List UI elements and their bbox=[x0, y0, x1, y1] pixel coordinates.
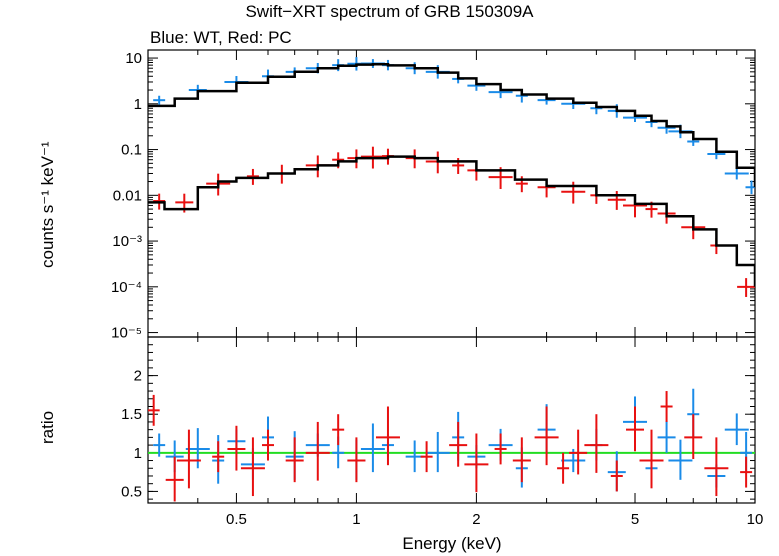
y-tick-label: 0.01 bbox=[113, 187, 142, 204]
data-point bbox=[332, 414, 345, 446]
data-point bbox=[464, 433, 489, 493]
data-point bbox=[494, 433, 507, 465]
data-point bbox=[724, 413, 749, 446]
y-tick-label: 10 bbox=[125, 50, 142, 67]
model-step-line bbox=[148, 155, 755, 287]
chart-subtitle: Blue: WT, Red: PC bbox=[150, 28, 292, 47]
x-tick-label: 1 bbox=[352, 511, 360, 528]
data-point bbox=[639, 429, 664, 489]
data-point bbox=[425, 431, 450, 473]
data-point bbox=[534, 406, 559, 466]
chart-title: Swift−XRT spectrum of GRB 150309A bbox=[245, 2, 534, 21]
data-point bbox=[227, 425, 246, 471]
data-point bbox=[737, 278, 755, 297]
data-point bbox=[668, 439, 693, 480]
data-point bbox=[626, 406, 645, 452]
spectrum-panel: 10 1 0.1 0.01 10⁻³ 10⁻⁴ 10⁻⁵ bbox=[111, 49, 756, 342]
x-tick-label: 5 bbox=[631, 511, 639, 528]
x-tick-label: 2 bbox=[472, 511, 480, 528]
data-point bbox=[449, 421, 468, 467]
y-tick-label: 10⁻³ bbox=[112, 233, 142, 250]
y-tick-label: 0.1 bbox=[121, 142, 142, 159]
data-point bbox=[584, 414, 609, 473]
data-point bbox=[176, 429, 201, 489]
data-point bbox=[240, 437, 265, 497]
data-point bbox=[153, 95, 166, 105]
y-tick-label: 2 bbox=[134, 368, 142, 385]
data-point bbox=[285, 437, 304, 483]
data-point bbox=[261, 429, 274, 461]
y-tick-label: 1.5 bbox=[121, 406, 142, 423]
y-axis-label-bottom: ratio bbox=[38, 410, 57, 444]
ratio-panel: 0.5 1 2 5 10 0.5 1 1.5 2 bbox=[121, 336, 764, 528]
data-point bbox=[657, 421, 676, 453]
data-point bbox=[512, 437, 531, 483]
y-axis-label-top: counts s⁻¹ keV⁻¹ bbox=[38, 141, 57, 268]
data-point bbox=[420, 441, 433, 473]
data-point bbox=[745, 180, 755, 195]
data-point bbox=[305, 421, 330, 481]
series-pc bbox=[148, 391, 753, 502]
data-point bbox=[165, 456, 184, 502]
data-point bbox=[684, 414, 703, 459]
data-point bbox=[660, 391, 673, 422]
y-tick-label: 10⁻⁴ bbox=[111, 279, 142, 296]
data-point bbox=[347, 437, 366, 483]
data-point bbox=[740, 456, 753, 488]
y-tick-label: 1 bbox=[134, 96, 142, 113]
y-tick-label: 1 bbox=[134, 445, 142, 462]
data-point bbox=[375, 406, 400, 466]
data-point bbox=[212, 441, 225, 473]
x-tick-label: 10 bbox=[747, 511, 764, 528]
bottom-plot-frame bbox=[147, 336, 756, 504]
data-point bbox=[148, 394, 160, 426]
data-point bbox=[724, 167, 749, 180]
data-point bbox=[569, 429, 588, 475]
y-tick-label: 10⁻⁵ bbox=[111, 325, 142, 342]
data-point bbox=[704, 437, 729, 497]
data-point bbox=[360, 423, 385, 473]
model-step-line bbox=[148, 63, 755, 188]
data-point bbox=[153, 433, 166, 457]
data-point bbox=[557, 452, 570, 484]
y-tick-label: 0.5 bbox=[121, 483, 142, 500]
data-point bbox=[610, 460, 623, 492]
x-axis-label: Energy (keV) bbox=[402, 534, 502, 553]
x-tick-label: 0.5 bbox=[226, 511, 247, 528]
